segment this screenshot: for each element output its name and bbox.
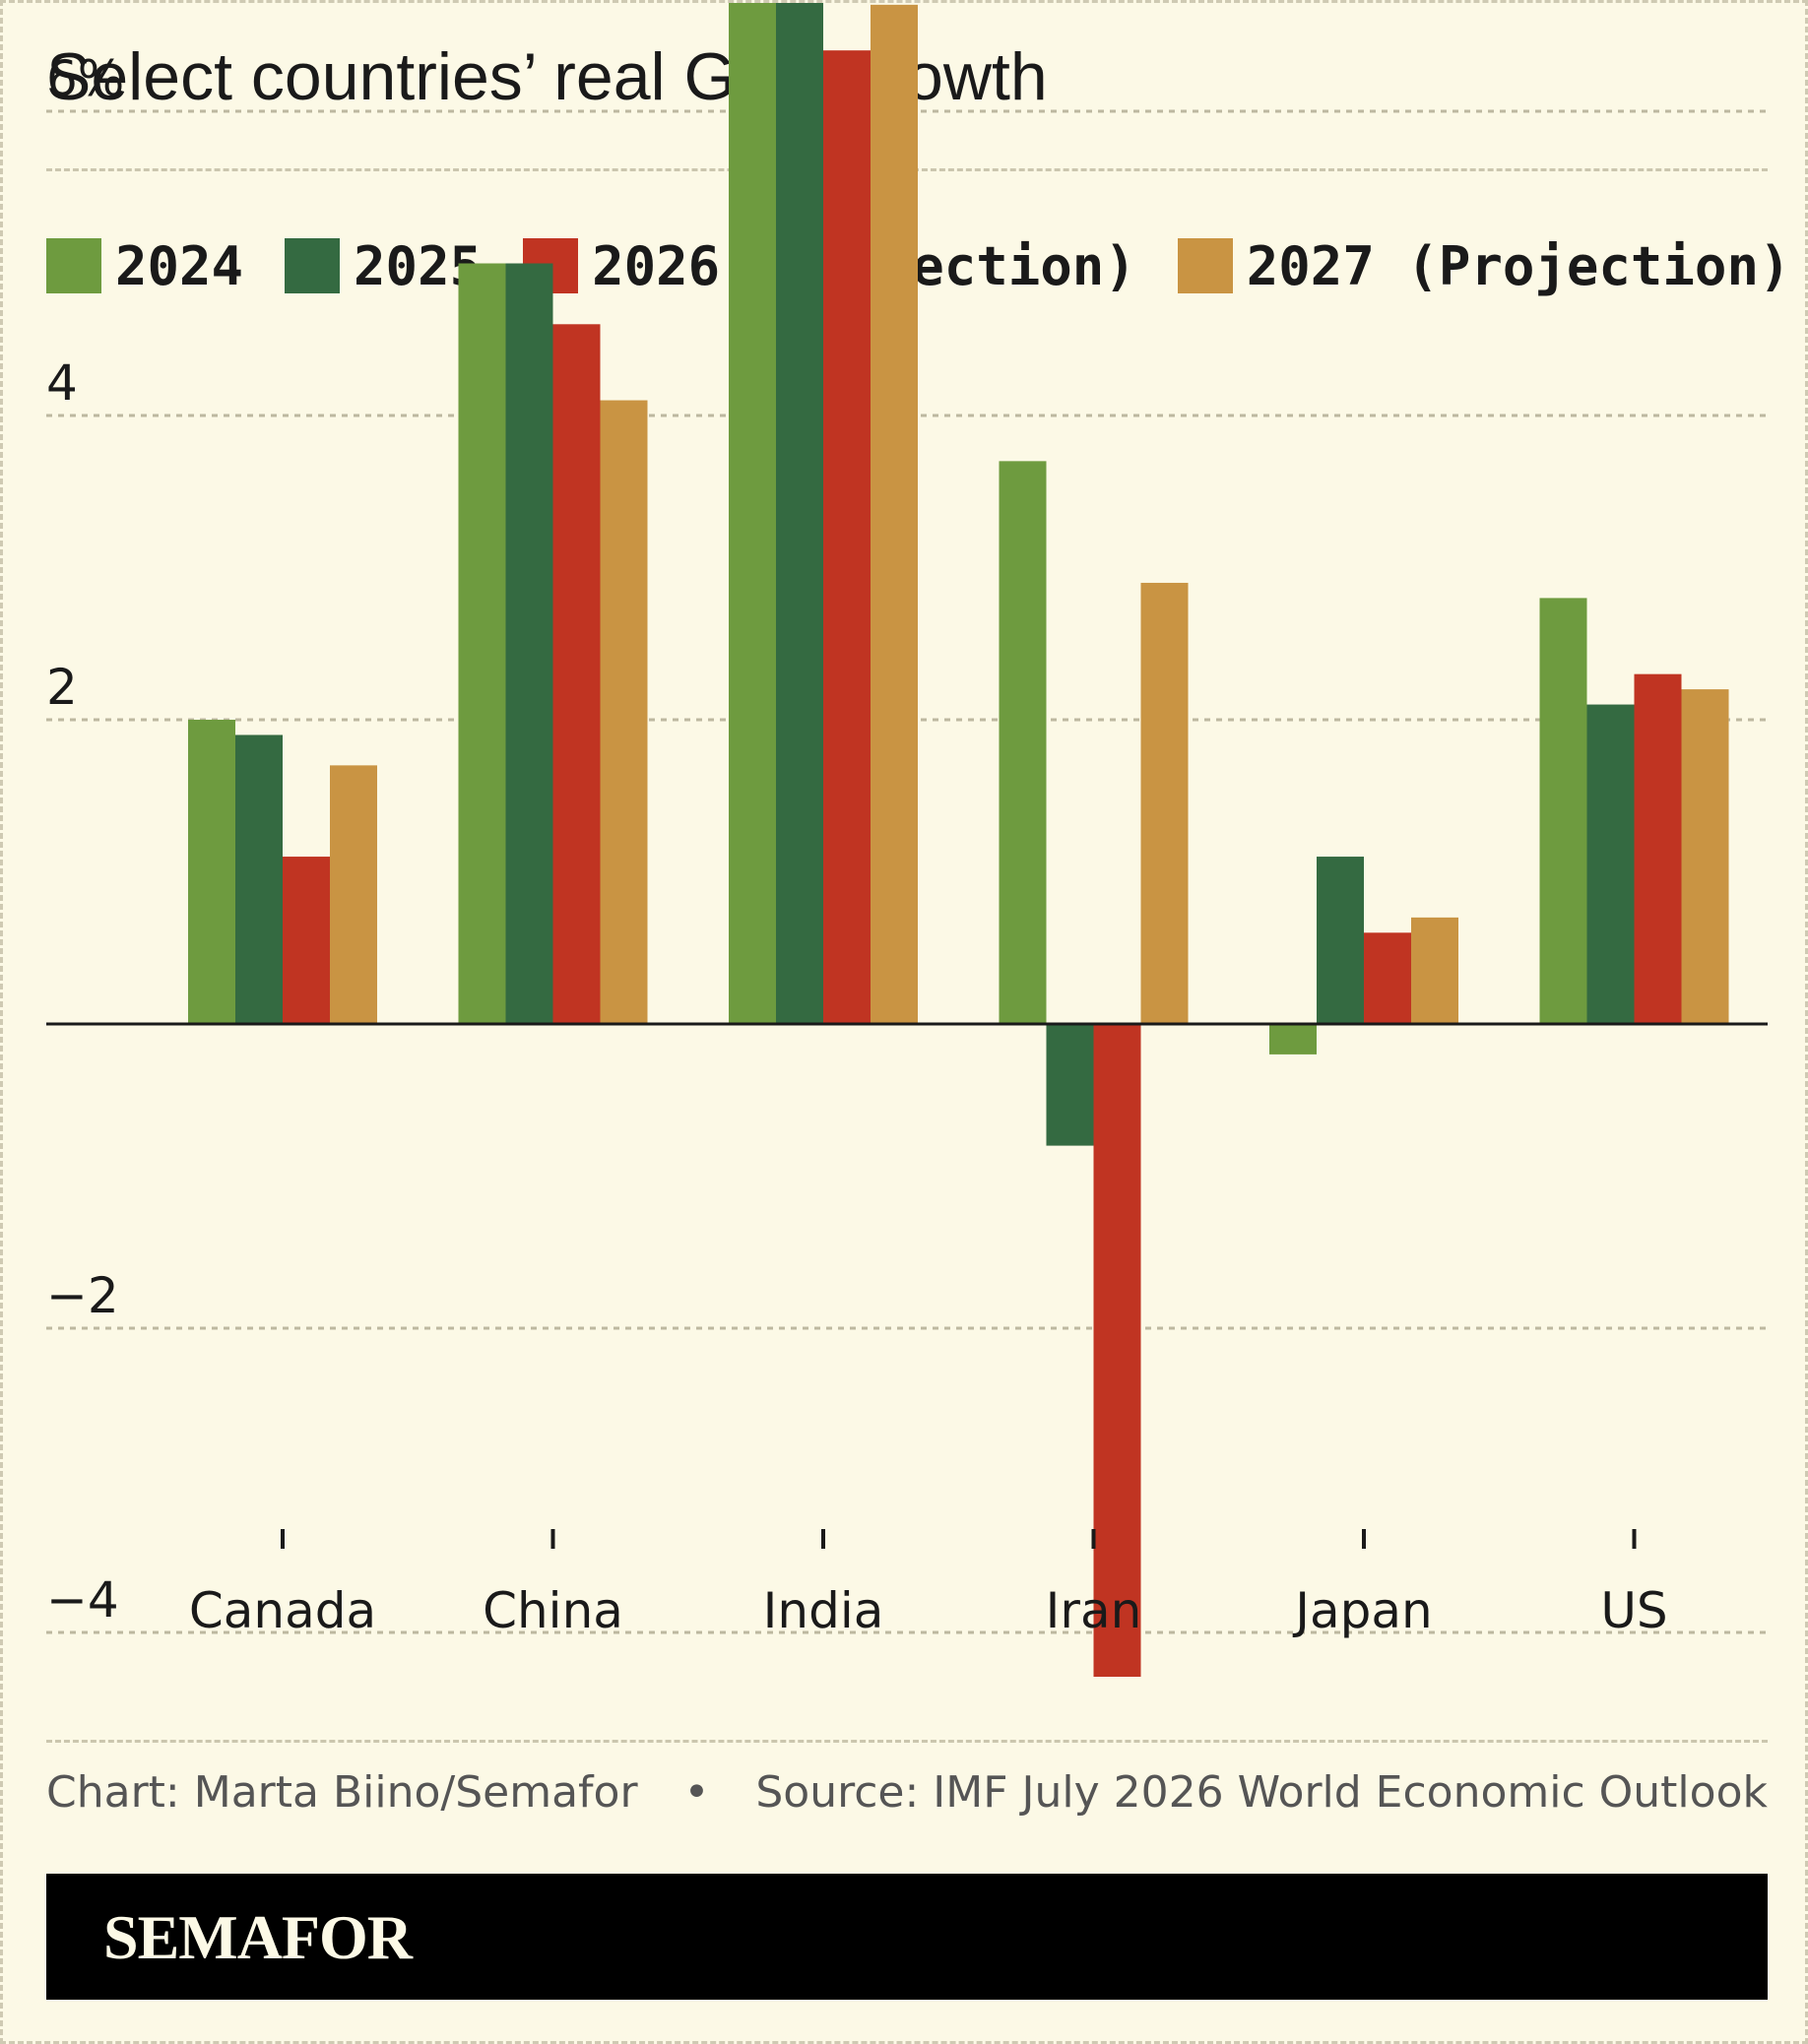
bar-india-2025 [776,3,823,1025]
bar-us-2027 [1681,689,1729,1024]
legend-label-2027: 2027 (Projection) [1246,234,1791,297]
y-tick-label: −2 [46,1267,119,1324]
bar-india-2026 [823,50,871,1024]
y-tick-label: −4 [46,1571,119,1629]
bar-us-2025 [1586,704,1635,1024]
bar-canada-2025 [235,735,283,1024]
x-tick-label: India [763,1582,884,1639]
bar-china-2025 [505,263,553,1024]
legend-item-2024: 2024 [46,235,243,297]
x-tick-label: Iran [1046,1582,1142,1639]
footer-credit: Chart: Marta Biino/Semafor [46,1767,638,1818]
footer-divider [46,1740,1768,1743]
x-tick-label: China [483,1582,623,1639]
x-tick-label: US [1600,1582,1667,1639]
brand-logo: SEMAFOR [103,1902,413,1972]
y-tick-label: 2 [46,659,78,716]
y-tick-label: 6% [46,50,124,107]
legend-swatch-2025 [285,238,341,293]
bar-chart: −4 −2 2 4 6% Canada China India Iran Japan US [46,3,1768,1677]
bar-india-2027 [871,4,918,1025]
bar-us-2024 [1539,598,1587,1024]
bar-iran-2026 [1093,1024,1141,1677]
bar-japan-2027 [1411,917,1458,1024]
bar-china-2026 [552,324,601,1024]
bar-canada-2026 [283,857,330,1024]
legend-item-2027: 2027 (Projection) [1177,234,1791,297]
bar-china-2027 [600,400,648,1024]
x-tick-label: Canada [189,1582,376,1639]
bar-iran-2027 [1140,582,1189,1024]
bar-iran-2024 [999,461,1047,1025]
bar-canada-2024 [188,720,235,1024]
bar-iran-2025 [1046,1024,1094,1146]
bar-japan-2026 [1364,932,1411,1024]
legend-swatch-2024 [46,238,101,293]
bar-canada-2027 [330,765,377,1024]
legend-label-2024: 2024 [115,234,244,297]
bar-japan-2024 [1269,1024,1317,1054]
chart-footer: Chart: Marta Biino/Semafor • Source: IMF… [46,1767,1768,1818]
footer-source: Source: IMF July 2026 World Economic Out… [755,1767,1768,1818]
bar-japan-2025 [1317,857,1364,1024]
legend-swatch-2027 [1177,238,1233,293]
bar-us-2026 [1634,673,1682,1024]
y-tick-label: 4 [46,354,78,412]
bar-china-2024 [458,263,506,1024]
brand-bar: SEMAFOR [46,1874,1768,2000]
footer-separator: • [683,1767,710,1818]
x-tick-label: Japan [1292,1582,1432,1639]
bar-india-2024 [729,3,776,1024]
